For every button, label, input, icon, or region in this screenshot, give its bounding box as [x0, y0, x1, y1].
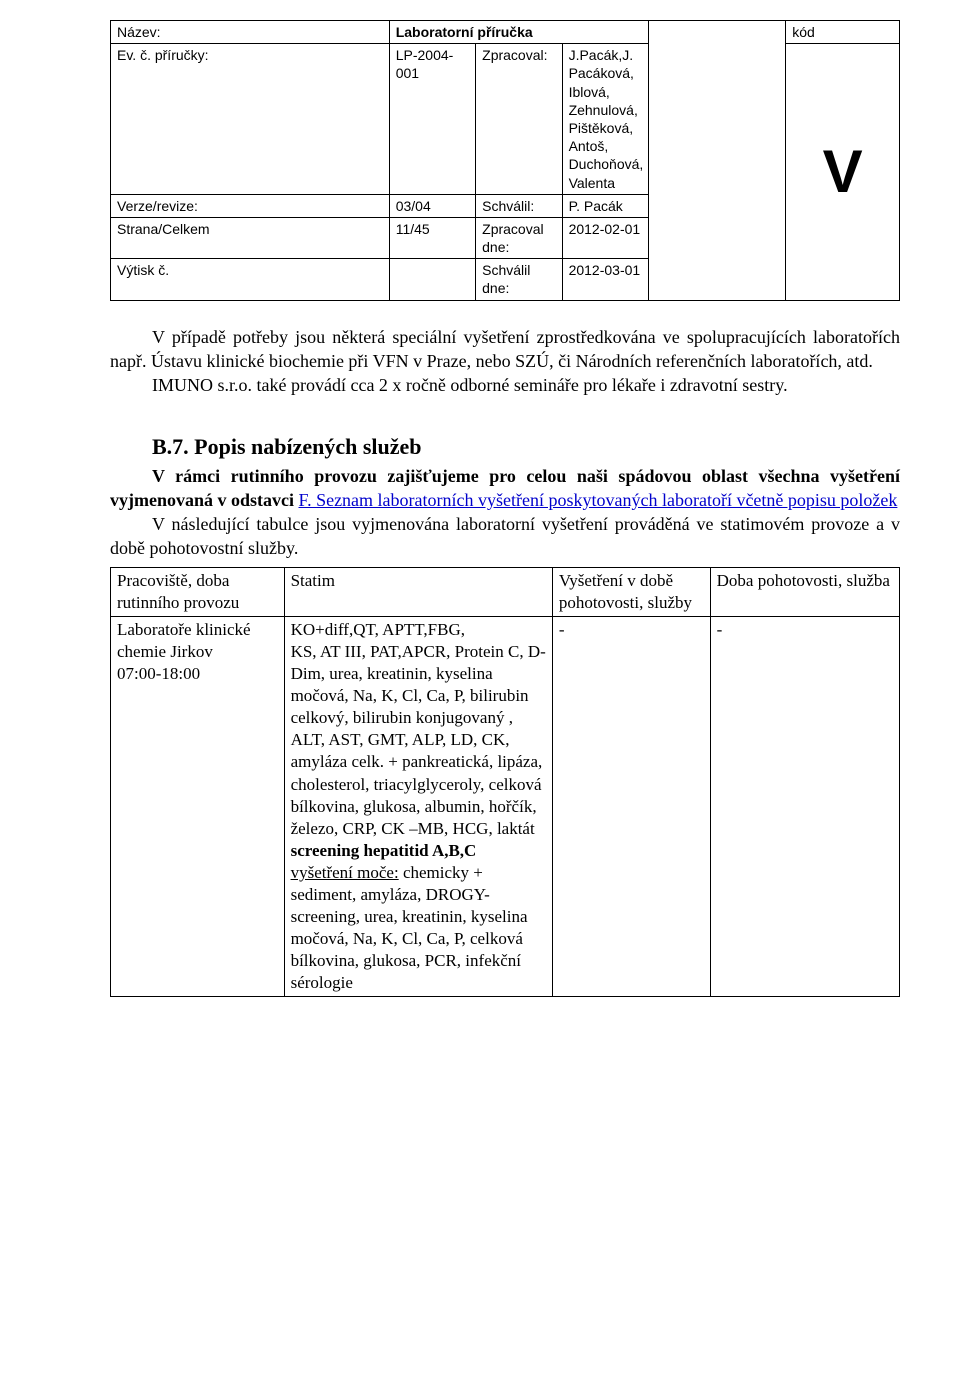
header-label: Strana/Celkem	[111, 217, 390, 258]
section-heading: B.7. Popis nabízených služeb	[152, 434, 900, 460]
header-kod-label: kód	[786, 21, 900, 44]
header-row: Název: Laboratorní příručka kód	[111, 21, 900, 44]
header-date: 2012-02-01	[562, 217, 648, 258]
header-label: Ev. č. příručky:	[111, 44, 390, 195]
header-date: 2012-03-01	[562, 259, 648, 300]
col-header: Vyšetření v době pohotovosti, služby	[552, 567, 710, 616]
col-header: Statim	[284, 567, 552, 616]
header-label: Zpracoval dne:	[476, 217, 562, 258]
section-link[interactable]: F. Seznam laboratorních vyšetření poskyt…	[299, 490, 898, 510]
header-label: Název:	[111, 21, 390, 44]
header-value	[389, 259, 475, 300]
lead-paragraph: V rámci rutinního provozu zajišťujeme pr…	[110, 464, 900, 513]
header-value: LP-2004-001	[389, 44, 475, 195]
header-value: P. Pacák	[562, 194, 648, 217]
header-value: 11/45	[389, 217, 475, 258]
workplace-name: Laboratoře klinické chemie Jirkov	[117, 620, 251, 661]
statim-text: chemicky + sediment, amyláza, DROGY-scre…	[291, 863, 528, 992]
doba-cell: -	[710, 616, 899, 997]
table-head-row: Pracoviště, doba rutinního provozu Stati…	[111, 567, 900, 616]
body-block-1: V případě potřeby jsou některá speciální…	[110, 325, 900, 398]
header-label: Zpracoval:	[476, 44, 562, 195]
table-row: Laboratoře klinické chemie Jirkov 07:00-…	[111, 616, 900, 997]
statim-text: KO+diff,QT, APTT,FBG,	[291, 620, 465, 639]
paragraph: IMUNO s.r.o. také provádí cca 2 x ročně …	[110, 373, 900, 397]
header-label: Výtisk č.	[111, 259, 390, 300]
statim-bold: screening hepatitid A,B,C	[291, 841, 477, 860]
col-header: Doba pohotovosti, služba	[710, 567, 899, 616]
pohotovost-cell: -	[552, 616, 710, 997]
workplace-cell: Laboratoře klinické chemie Jirkov 07:00-…	[111, 616, 285, 997]
paragraph: V následující tabulce jsou vyjmenována l…	[110, 512, 900, 561]
col-header: Pracoviště, doba rutinního provozu	[111, 567, 285, 616]
services-table: Pracoviště, doba rutinního provozu Stati…	[110, 567, 900, 998]
paragraph: V případě potřeby jsou některá speciální…	[110, 325, 900, 374]
header-authors: J.Pacák,J. Pacáková, Iblová, Zehnulová, …	[562, 44, 648, 195]
header-label: Schválil dne:	[476, 259, 562, 300]
statim-subhead: vyšetření moče:	[291, 863, 399, 882]
workplace-hours: 07:00-18:00	[117, 664, 200, 683]
header-empty-cell	[648, 21, 785, 301]
header-label: Schválil:	[476, 194, 562, 217]
header-label: Verze/revize:	[111, 194, 390, 217]
header-value: 03/04	[389, 194, 475, 217]
statim-text: KS, AT III, PAT,APCR, Protein C, D-Dim, …	[291, 642, 546, 838]
document-title: Laboratorní příručka	[389, 21, 648, 44]
statim-cell: KO+diff,QT, APTT,FBG, KS, AT III, PAT,AP…	[284, 616, 552, 997]
document-header-table: Název: Laboratorní příručka kód Ev. č. p…	[110, 20, 900, 301]
big-v-letter: V	[786, 44, 900, 300]
body-block-2: V rámci rutinního provozu zajišťujeme pr…	[110, 464, 900, 561]
